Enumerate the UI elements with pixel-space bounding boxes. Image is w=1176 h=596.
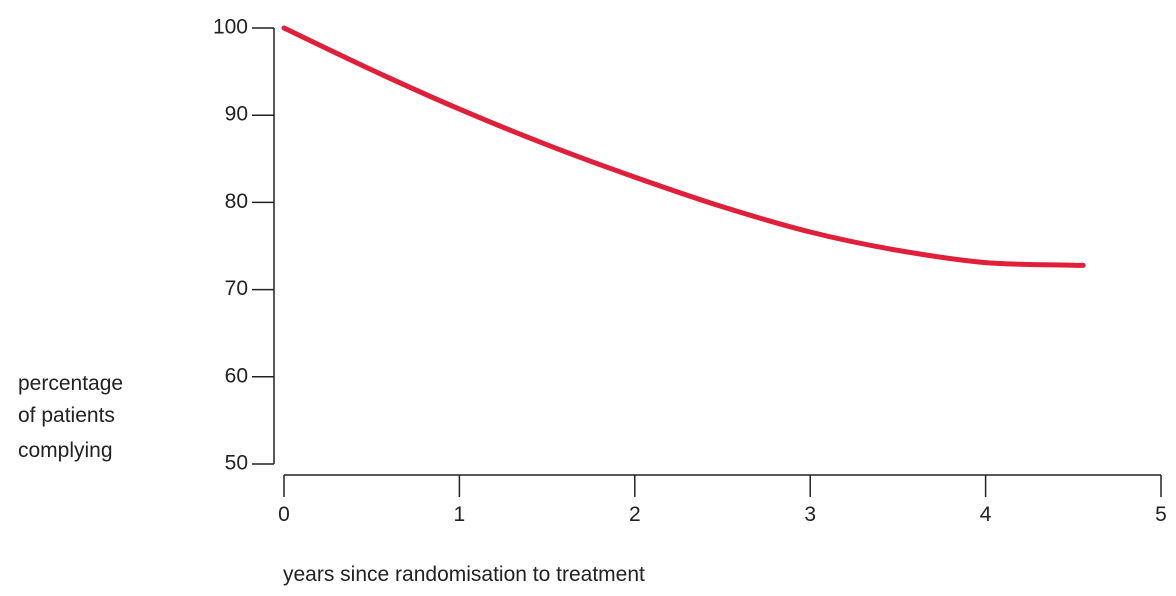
x-tick-label: 4 xyxy=(980,503,992,526)
y-axis-title-line-1: percentage xyxy=(18,372,123,395)
y-tick-label: 70 xyxy=(225,277,248,300)
y-axis-title-line-3: complying xyxy=(18,439,113,462)
x-axis-title: years since randomisation to treatment xyxy=(283,563,645,586)
x-ticks: 0 1 2 3 4 5 xyxy=(278,475,1167,526)
y-tick-label: 80 xyxy=(225,190,248,213)
y-ticks: 50 60 70 80 90 100 xyxy=(213,16,274,475)
y-tick-label: 50 xyxy=(225,452,248,475)
y-tick-label: 60 xyxy=(225,364,248,387)
x-tick-label: 1 xyxy=(454,503,466,526)
x-tick-label: 5 xyxy=(1155,503,1167,526)
y-axis-title-line-2: of patients xyxy=(18,404,115,427)
y-tick-label: 90 xyxy=(225,103,248,126)
x-tick-label: 3 xyxy=(804,503,816,526)
y-tick-label: 100 xyxy=(213,16,248,39)
x-tick-label: 2 xyxy=(629,503,641,526)
x-tick-label: 0 xyxy=(278,503,290,526)
series-layer xyxy=(281,25,1086,268)
series-line xyxy=(281,25,1086,268)
